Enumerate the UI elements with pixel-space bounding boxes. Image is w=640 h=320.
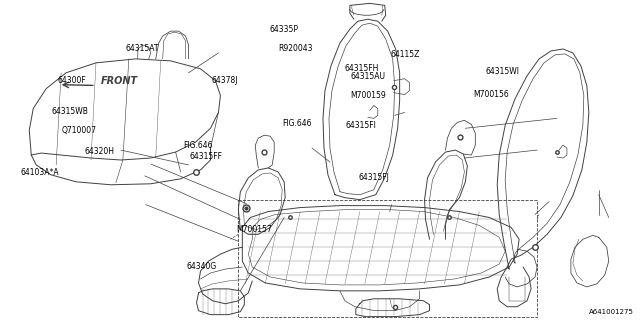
Bar <box>238 200 537 316</box>
Text: M700159: M700159 <box>351 92 387 100</box>
Text: 64315AT: 64315AT <box>125 44 159 53</box>
Text: 64315FJ: 64315FJ <box>358 173 389 182</box>
Text: FIG.646: FIG.646 <box>183 141 212 150</box>
Text: M700157: M700157 <box>236 225 271 234</box>
Text: 64335P: 64335P <box>269 25 298 35</box>
Text: 64300F: 64300F <box>58 76 86 85</box>
Text: Q710007: Q710007 <box>62 126 97 135</box>
Text: M700156: M700156 <box>473 91 509 100</box>
Text: 64315AU: 64315AU <box>351 72 385 81</box>
Text: 64378J: 64378J <box>212 76 238 84</box>
Text: 64315FF: 64315FF <box>189 152 222 161</box>
Text: FRONT: FRONT <box>100 76 138 86</box>
Text: 64315WB: 64315WB <box>51 107 88 116</box>
Text: 64115Z: 64115Z <box>390 50 419 59</box>
Text: 64315WI: 64315WI <box>486 67 520 76</box>
Text: 64340G: 64340G <box>186 262 216 271</box>
Text: 64320H: 64320H <box>84 147 114 156</box>
Text: 64103A*A: 64103A*A <box>20 168 59 177</box>
Text: 64315FI: 64315FI <box>346 121 376 130</box>
Text: R920043: R920043 <box>278 44 313 53</box>
Text: FIG.646: FIG.646 <box>282 119 311 128</box>
Text: A641001275: A641001275 <box>589 309 634 315</box>
Text: 64315FH: 64315FH <box>344 63 379 73</box>
